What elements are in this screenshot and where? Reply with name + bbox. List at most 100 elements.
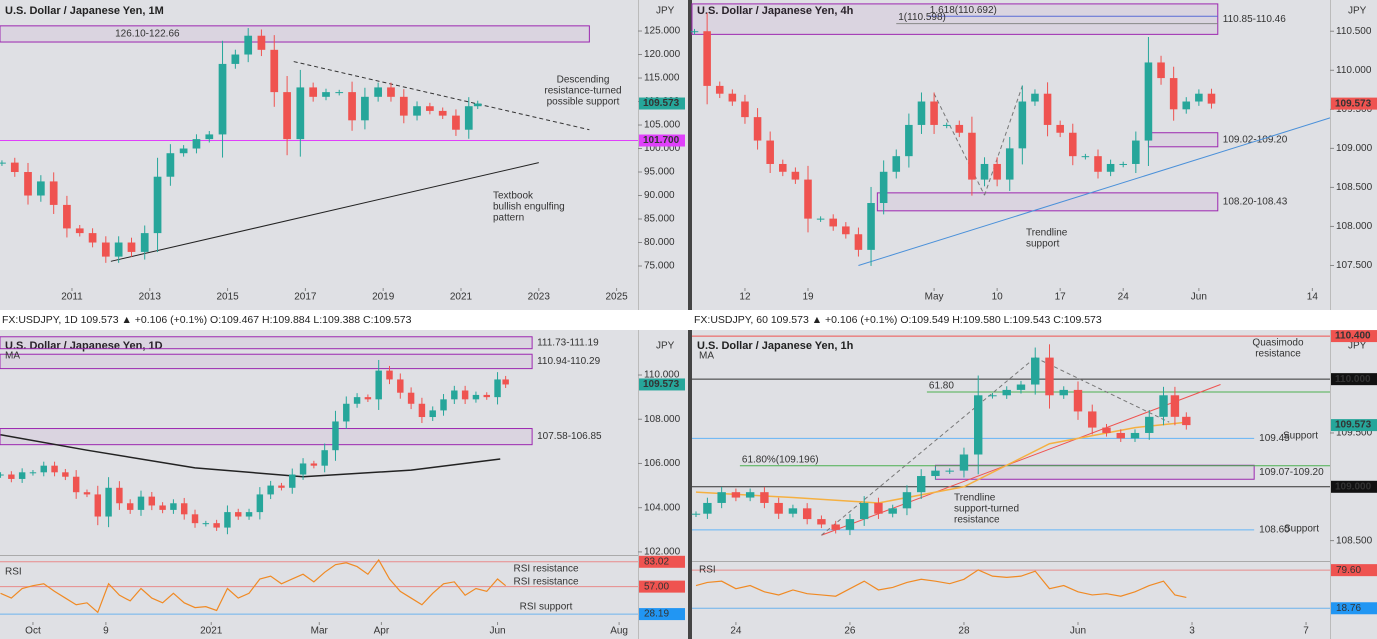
candle (916, 476, 926, 493)
candle (310, 463, 318, 466)
rsi-tag-label: 28.19 (644, 609, 669, 620)
candle (94, 494, 102, 517)
candle (804, 179, 812, 219)
candle (153, 176, 162, 234)
candle (1031, 93, 1039, 102)
x-tick-label: 3 (1189, 626, 1195, 637)
level-label: 109.45 (1259, 433, 1290, 444)
candle (1043, 93, 1052, 125)
annotation: Textbook (493, 191, 534, 202)
candle (166, 153, 175, 177)
y-tick-label: 108.500 (1336, 535, 1373, 546)
candle (1170, 395, 1180, 417)
candle (8, 474, 15, 479)
candle (464, 106, 473, 130)
trendline (821, 384, 1221, 536)
zone-label: 126.10-122.66 (115, 29, 180, 40)
panel-bg (0, 330, 688, 639)
panel-bg (0, 0, 688, 310)
candle (29, 472, 37, 474)
candle (407, 392, 415, 404)
chart-title: U.S. Dollar / Japanese Yen, 1h (697, 340, 854, 352)
rsi-tag (639, 608, 685, 621)
x-tick-label: Jun (1070, 626, 1086, 637)
trendline (1035, 357, 1170, 423)
x-tick-label: Oct (25, 626, 41, 637)
candle (1144, 62, 1153, 141)
y-tick-label: 110.000 (1336, 65, 1372, 76)
candle (0, 474, 4, 476)
rsi-tag (1331, 602, 1377, 615)
y-tick-label: 107.500 (1336, 260, 1373, 271)
trendline (984, 85, 1023, 196)
candle (451, 390, 458, 400)
candle (386, 370, 393, 380)
candle (879, 171, 888, 204)
price-tag-label: 109.573 (1335, 98, 1372, 109)
candle (717, 492, 726, 503)
y-tick-label: 90.000 (644, 190, 675, 201)
rsi-tag (1331, 564, 1377, 577)
candle (348, 92, 356, 121)
candle (105, 487, 112, 517)
x-tick-label: 9 (103, 626, 109, 637)
candle (831, 524, 840, 530)
trendline (293, 61, 590, 131)
y-tick-label: 102.000 (644, 547, 681, 558)
candle (1005, 148, 1014, 180)
zone (876, 192, 1219, 212)
candle (816, 218, 825, 220)
candle (170, 503, 177, 510)
annotation: RSI (699, 565, 716, 576)
candle (917, 101, 926, 125)
candle (218, 63, 227, 135)
annotation: MA (5, 351, 20, 362)
rsi-line (695, 569, 1187, 599)
x-tick-label: 10 (992, 292, 1004, 303)
candle (289, 474, 296, 488)
x-tick-label: 2019 (372, 292, 395, 303)
zone (0, 336, 533, 350)
x-tick-label: 2017 (294, 292, 317, 303)
candle (703, 31, 711, 86)
candle (473, 103, 482, 107)
zone-label: 108.20-108.43 (1223, 196, 1288, 207)
candle (494, 379, 501, 398)
candle (691, 513, 701, 515)
x-tick-label: Aug (610, 626, 628, 637)
price-tag (1331, 330, 1377, 343)
candle (299, 463, 307, 475)
candle (980, 163, 989, 180)
candle (18, 472, 26, 479)
candle (413, 106, 421, 116)
axis-unit: JPY (1348, 341, 1367, 352)
candle (1081, 156, 1090, 158)
candle (1045, 357, 1054, 396)
candle (10, 162, 19, 173)
candle (1132, 140, 1140, 164)
annotation: support (1026, 239, 1060, 250)
annotation: RSI resistance (513, 577, 578, 588)
candle (1073, 389, 1083, 412)
x-tick-label: 24 (730, 626, 742, 637)
candle (1002, 389, 1011, 396)
candle (62, 472, 69, 477)
zone (0, 25, 590, 43)
annotation: RSI (5, 567, 22, 578)
candle (854, 234, 863, 250)
axis-unit: JPY (656, 341, 675, 352)
candle (842, 226, 850, 235)
annotation: MA (699, 351, 714, 362)
y-tick-label: 125.000 (644, 26, 681, 37)
candle (779, 163, 787, 172)
chart-title: U.S. Dollar / Japanese Yen, 4h (697, 5, 854, 17)
candle (1159, 395, 1168, 417)
candle (1182, 101, 1191, 110)
y-tick-label: 105.000 (644, 120, 681, 131)
annotation: bullish engulfing (493, 202, 565, 213)
candle (993, 163, 1001, 180)
candle (202, 523, 210, 525)
level-label: 1(110.598) (898, 12, 946, 23)
candle (874, 502, 883, 514)
